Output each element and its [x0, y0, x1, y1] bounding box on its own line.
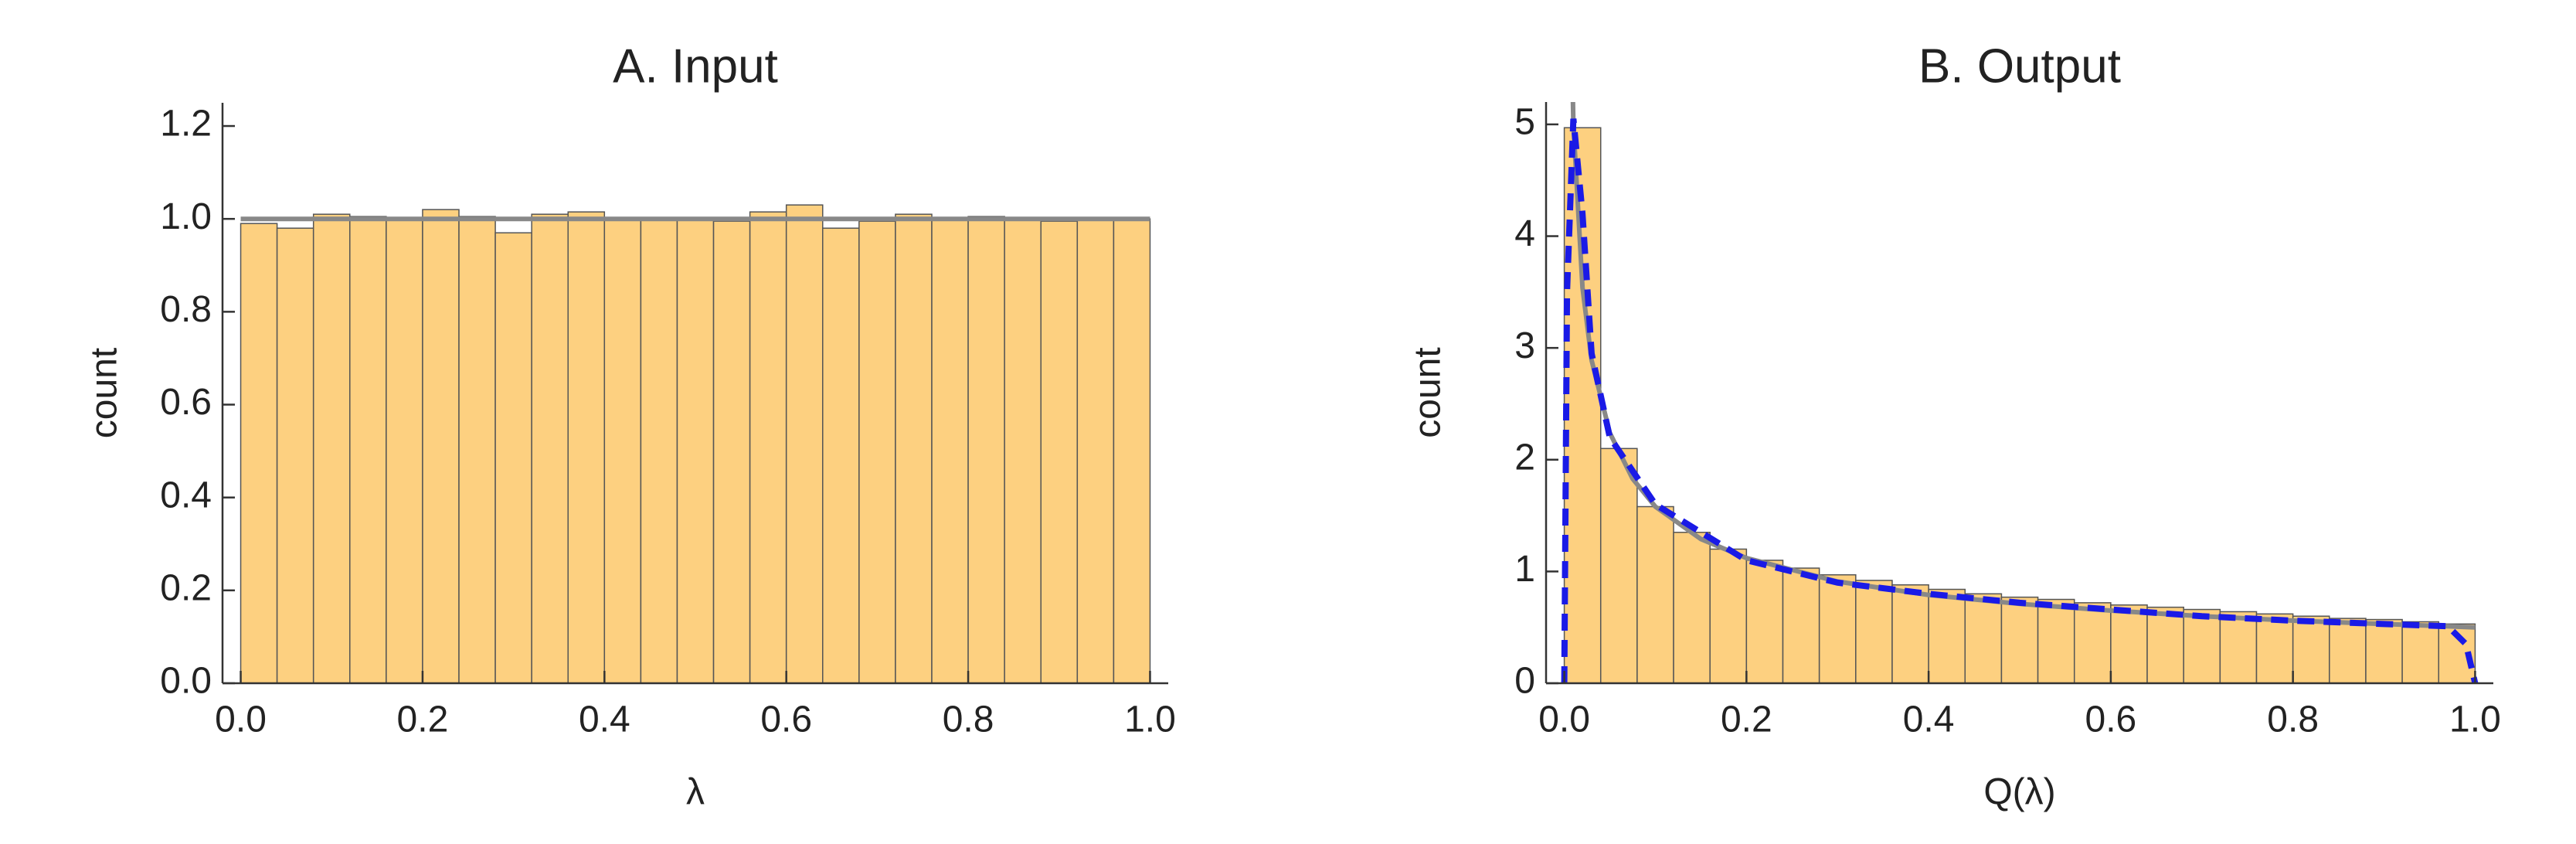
x-tick-label: 0.6 [2085, 699, 2137, 740]
bar [822, 227, 860, 683]
bar [1782, 567, 1820, 683]
bar [1113, 218, 1151, 683]
chart-title: B. Output [1918, 39, 2121, 93]
bar [2183, 608, 2221, 683]
y-tick-label: 0 [1514, 661, 1535, 702]
bar [2255, 613, 2294, 683]
x-tick-label: 0.0 [1538, 699, 1590, 740]
bar [1818, 573, 1857, 683]
x-axis-label: Q(λ) [1983, 772, 2055, 813]
chart-title: A. Input [613, 39, 778, 93]
bar [386, 218, 423, 683]
y-tick-label: 1.0 [160, 196, 212, 237]
bar [458, 216, 496, 683]
bar [2000, 596, 2039, 683]
bar [2037, 598, 2075, 683]
bar [531, 213, 569, 683]
x-axis-label: λ [686, 772, 705, 813]
bar [749, 211, 787, 683]
x-tick-label: 1.0 [1124, 699, 1176, 740]
bar [2365, 618, 2403, 683]
bar [1004, 218, 1042, 683]
bar [1709, 548, 1748, 683]
density-estimate [1561, 118, 2479, 683]
bar [422, 209, 460, 683]
y-tick-label: 0.2 [160, 568, 212, 609]
bar [1745, 560, 1784, 683]
y-tick-label: 0.4 [160, 475, 212, 516]
y-tick-label: 0.8 [160, 289, 212, 330]
bar [931, 218, 969, 683]
bar [1040, 220, 1079, 683]
bar [2329, 618, 2367, 683]
bar [712, 220, 751, 683]
bar [2292, 615, 2330, 683]
y-tick-label: 0.0 [160, 661, 212, 702]
bar [2146, 606, 2184, 683]
y-tick-label: 1 [1514, 549, 1535, 590]
bar [2219, 611, 2258, 683]
y-axis-label: count [1408, 347, 1449, 437]
bar [1599, 448, 1638, 683]
bar [1636, 505, 1674, 683]
bar [1964, 593, 2003, 683]
bars [240, 204, 1151, 683]
x-tick-label: 0.2 [1721, 699, 1772, 740]
bar [676, 218, 715, 683]
bar [967, 216, 1005, 683]
x-tick-label: 0.6 [760, 699, 812, 740]
bar [785, 204, 824, 683]
bar [1855, 580, 1893, 683]
bar [349, 216, 387, 683]
y-axis-label: count [84, 348, 125, 438]
x-tick-label: 1.0 [2449, 699, 2501, 740]
bar [1673, 532, 1711, 683]
bar [640, 218, 678, 683]
bar [603, 218, 642, 683]
bar [2401, 621, 2440, 683]
y-tick-label: 3 [1514, 325, 1535, 366]
x-tick-label: 0.4 [579, 699, 630, 740]
bar [1928, 588, 1966, 683]
bar [240, 223, 278, 683]
y-tick-label: 4 [1514, 213, 1535, 254]
x-tick-label: 0.8 [943, 699, 994, 740]
bar [312, 213, 351, 683]
bar [858, 220, 896, 683]
y-tick-label: 0.6 [160, 382, 212, 423]
bar [494, 232, 532, 683]
y-tick-label: 5 [1514, 102, 1535, 143]
bar [2073, 602, 2112, 683]
x-tick-label: 0.4 [1903, 699, 1955, 740]
y-tick-label: 2 [1514, 437, 1535, 478]
bar [1076, 218, 1115, 683]
x-tick-label: 0.0 [215, 699, 267, 740]
bar [2110, 604, 2148, 683]
bar [1891, 584, 1929, 683]
bar [567, 211, 606, 683]
x-tick-label: 0.8 [2267, 699, 2319, 740]
bar [895, 213, 933, 683]
bar [276, 227, 314, 683]
y-tick-label: 1.2 [160, 104, 212, 145]
bars [1563, 127, 2476, 683]
x-tick-label: 0.2 [397, 699, 449, 740]
